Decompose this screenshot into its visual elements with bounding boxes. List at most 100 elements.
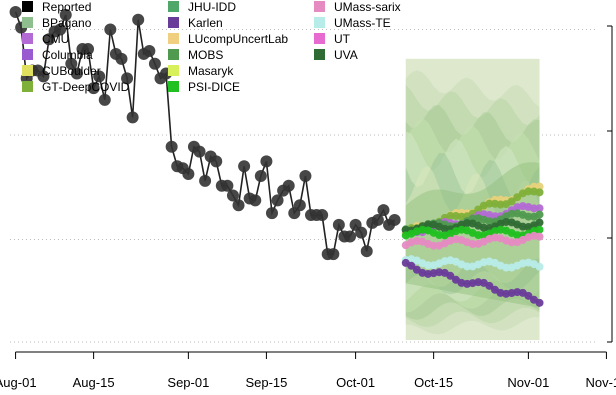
legend-swatch-MOBS	[168, 49, 179, 60]
forecast-point-UMass‑TE-18	[502, 263, 511, 272]
legend-label-MOBS: MOBS	[188, 48, 223, 62]
x-tick-label-0: Aug‑01	[0, 375, 37, 390]
reported-point-40	[232, 199, 245, 212]
legend-swatch-Columbia	[22, 49, 33, 60]
legend-label-LUcompUncertLab: LUcompUncertLab	[188, 32, 288, 46]
forecast-point-MOBS-15	[485, 217, 494, 226]
legend-label-Reported: Reported	[42, 0, 91, 14]
reported-point-16	[98, 93, 111, 106]
reported-point-34	[199, 174, 212, 187]
reported-point-45	[260, 155, 273, 168]
x-tick-label-4: Oct‑01	[336, 375, 375, 390]
forecast-point-UMass‑TE-11	[463, 262, 472, 271]
forecast-point-MOBS-22	[524, 212, 533, 221]
reported-point-0	[9, 5, 22, 18]
forecast-point-UMass‑TE-24	[535, 262, 544, 271]
forecast-point-CMU-24	[535, 204, 544, 213]
legend-label-UMass‑TE: UMass‑TE	[334, 16, 391, 30]
legend-label-PSI‑DICE: PSI‑DICE	[188, 80, 240, 94]
reported-point-55	[316, 209, 329, 222]
forecast-point-Karlen-22	[524, 291, 533, 300]
reported-point-15	[93, 70, 106, 83]
legend-swatch-CMU	[22, 33, 33, 44]
legend-swatch-UVA	[314, 49, 325, 60]
legend-swatch-Karlen	[168, 17, 179, 28]
legend-item-Columbia: Columbia	[22, 48, 93, 62]
forecast-point-CMU-23	[529, 204, 538, 213]
reported-point-31	[182, 168, 195, 181]
reported-point-20	[121, 72, 134, 85]
reported-point-44	[254, 170, 267, 182]
reported-point-57	[327, 248, 340, 261]
x-tick-label-5: Oct‑15	[414, 375, 453, 390]
forecast-series-UVA	[401, 217, 544, 235]
reported-point-22	[132, 13, 145, 26]
forecast-point-UT-12	[468, 240, 477, 249]
reported-point-62	[355, 226, 368, 239]
forecast-point-GT‑DeepCOVID-24	[535, 188, 544, 197]
reported-point-5	[37, 70, 50, 83]
forecast-point-LUcompUncertLab-24	[535, 182, 544, 191]
reported-point-58	[332, 218, 345, 231]
legend-item-GT‑DeepCOVID: GT‑DeepCOVID	[22, 80, 130, 94]
reported-point-28	[165, 140, 178, 153]
forecast-series-layer	[401, 182, 544, 307]
legend-swatch-GT‑DeepCOVID	[22, 81, 33, 92]
legend-swatch-PSI‑DICE	[168, 81, 179, 92]
forecast-point-UMass‑TE-4	[424, 261, 433, 270]
legend-swatch-BPagano	[22, 17, 33, 28]
legend-label-GT‑DeepCOVID: GT‑DeepCOVID	[42, 80, 130, 94]
forecast-point-Karlen-8	[446, 271, 455, 280]
legend-item-UT: UT	[314, 32, 351, 46]
forecast-point-Karlen-1	[407, 261, 416, 270]
reported-point-36	[210, 155, 223, 168]
forecast-point-Karlen-24	[535, 298, 544, 307]
legend-label-Masaryk: Masaryk	[188, 64, 234, 78]
reported-point-68	[388, 213, 401, 226]
reported-point-10	[65, 57, 78, 70]
reported-point-46	[265, 207, 278, 220]
forecast-point-GT‑DeepCOVID-13	[474, 205, 483, 214]
legend-label-Columbia: Columbia	[42, 48, 93, 62]
reported-point-25	[148, 57, 161, 70]
reported-point-63	[360, 245, 373, 258]
forecast-series-Karlen	[401, 258, 544, 307]
reported-point-24	[143, 45, 156, 58]
forecast-series-UT	[401, 231, 544, 250]
axes-layer: Aug‑01 Aug‑15 Sep‑01 Sep‑15 Oct‑01 Oct‑15 Nov‑…	[0, 25, 616, 390]
forecast-series-UMass‑TE	[401, 255, 544, 272]
legend-item-UMass‑TE: UMass‑TE	[314, 16, 391, 30]
legend-swatch-UT	[314, 33, 325, 44]
x-tick-label-7: Nov‑15	[585, 375, 616, 390]
reported-point-14	[87, 82, 100, 95]
reported-point-17	[104, 23, 117, 36]
forecast-point-UVA-24	[535, 218, 544, 227]
reported-point-41	[238, 160, 251, 173]
forecast-point-GT‑DeepCOVID-19	[507, 197, 516, 206]
legend-label-CMU: CMU	[42, 32, 69, 46]
legend-swatch-CUBoulder	[22, 65, 33, 76]
legend-label-UT: UT	[334, 32, 351, 46]
reported-point-47	[271, 194, 284, 207]
reported-point-33	[193, 145, 206, 158]
reported-point-38	[221, 179, 234, 192]
reported-point-49	[282, 179, 295, 192]
forecast-point-UT-5	[429, 241, 438, 250]
reported-point-43	[249, 194, 262, 207]
legend-swatch-LUcompUncertLab	[168, 33, 179, 44]
legend-item-MOBS: MOBS	[168, 48, 223, 62]
reported-point-39	[226, 189, 239, 202]
legend-label-JHU‑IDD: JHU‑IDD	[188, 0, 236, 14]
legend-item-CUBoulder: CUBoulder	[22, 64, 101, 78]
legend-swatch-Reported	[22, 1, 33, 12]
legend-swatch-JHU‑IDD	[168, 1, 179, 12]
x-tick-label-2: Sep‑01	[167, 375, 209, 390]
forecast-point-MOBS-24	[535, 210, 544, 219]
legend-item-Karlen: Karlen	[168, 16, 223, 30]
reported-point-13	[82, 43, 95, 56]
forecast-point-Karlen-15	[485, 281, 494, 290]
reported-point-66	[377, 204, 390, 217]
legend-label-Karlen: Karlen	[188, 16, 223, 30]
legend-item-Reported: Reported	[22, 0, 91, 14]
